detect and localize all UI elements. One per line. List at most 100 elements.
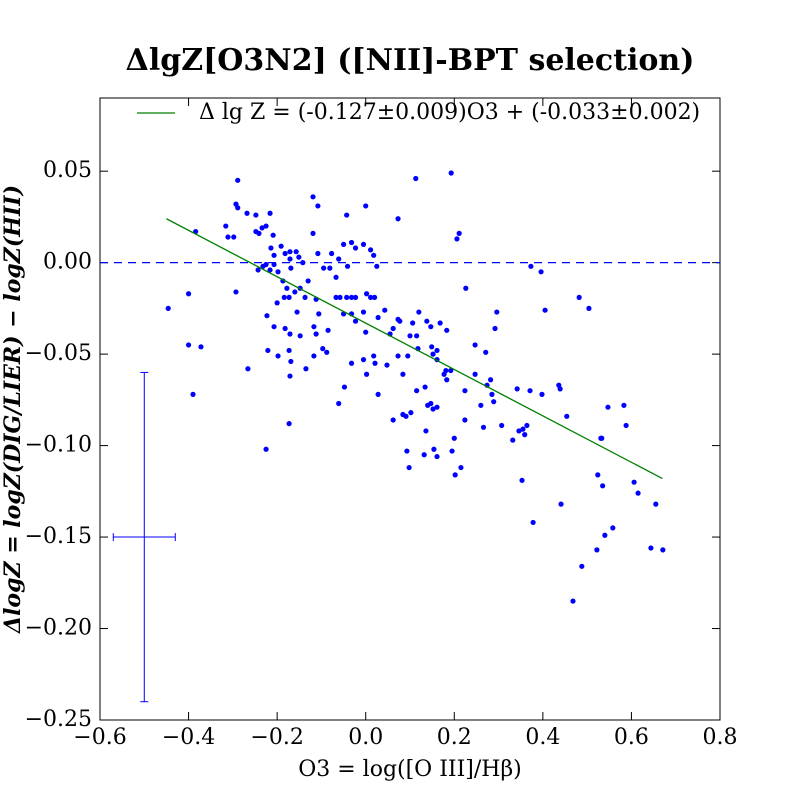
point (278, 243, 284, 249)
point (327, 265, 333, 271)
point (423, 428, 429, 434)
point (310, 194, 316, 200)
point (281, 294, 287, 301)
point (405, 353, 411, 359)
point (520, 426, 526, 432)
point (371, 294, 378, 301)
point (287, 256, 293, 262)
point (437, 320, 443, 326)
point (413, 175, 419, 182)
y-tick-label: −0.20 (25, 616, 92, 641)
plot-frame (99, 97, 721, 721)
point (448, 170, 454, 176)
point (414, 388, 420, 394)
point (165, 305, 171, 311)
point (271, 252, 277, 258)
point (400, 371, 406, 377)
point (371, 353, 377, 359)
point (406, 464, 412, 471)
y-tick-label: 0.00 (43, 250, 92, 275)
point (367, 247, 374, 253)
point (557, 386, 563, 392)
point (400, 411, 406, 418)
point (320, 346, 326, 352)
point (315, 203, 321, 209)
x-tick-label: 0.0 (348, 725, 383, 750)
point (297, 333, 303, 339)
point (395, 353, 401, 359)
point (352, 294, 359, 301)
x-tick-label: −0.4 (162, 725, 215, 750)
point (524, 422, 530, 429)
point (382, 307, 388, 313)
point (542, 307, 548, 313)
point (282, 325, 288, 332)
point (527, 388, 533, 394)
point (605, 404, 611, 410)
point (395, 216, 401, 222)
point (463, 285, 469, 291)
point (472, 342, 478, 348)
point (564, 413, 570, 419)
point (456, 230, 462, 236)
point (344, 212, 350, 218)
point (344, 263, 351, 269)
point (483, 349, 489, 355)
point (404, 448, 410, 454)
point (316, 311, 322, 317)
point (348, 294, 355, 301)
point (416, 309, 422, 315)
point (341, 384, 348, 390)
y-tick-label: −0.15 (25, 524, 92, 549)
point (344, 294, 350, 301)
point (407, 333, 413, 339)
point (375, 314, 381, 321)
x-tick-label: −0.6 (73, 725, 126, 750)
point (414, 333, 420, 339)
point (337, 294, 343, 301)
point (499, 422, 505, 429)
chart-title: ΔlgZ[O3N2] ([NII]-BPT selection) (126, 43, 695, 78)
point (586, 305, 592, 311)
point (270, 232, 276, 238)
point (325, 327, 331, 333)
point (333, 274, 339, 280)
point (259, 225, 265, 231)
point (458, 464, 464, 471)
point (444, 377, 450, 383)
point (519, 477, 525, 483)
point (635, 490, 641, 496)
point (348, 360, 355, 366)
x-axis-label: O3 = log([O III]/Hβ) (298, 757, 522, 782)
point (300, 260, 306, 266)
point (264, 313, 270, 319)
fit-line (166, 218, 663, 480)
point (271, 261, 277, 268)
point (594, 547, 600, 553)
point (372, 360, 378, 366)
point (576, 294, 582, 301)
point (324, 349, 330, 355)
point (296, 254, 302, 260)
point (313, 331, 319, 337)
point (462, 417, 468, 423)
point (602, 532, 608, 538)
point (408, 410, 414, 416)
point (384, 362, 390, 368)
legend-label: Δ lg Z = (-0.127±0.009)O3 + (-0.033±0.00… (199, 100, 700, 125)
point (244, 210, 250, 216)
x-tick-label: −0.2 (250, 725, 303, 750)
point (363, 329, 369, 335)
point (305, 278, 311, 284)
point (360, 241, 367, 247)
point (286, 421, 292, 427)
point (623, 422, 629, 429)
point (360, 357, 367, 363)
point (410, 320, 416, 326)
point (268, 245, 274, 251)
x-tick-label: 0.6 (614, 725, 649, 750)
point (434, 347, 440, 354)
point (478, 402, 484, 408)
point (599, 435, 605, 441)
